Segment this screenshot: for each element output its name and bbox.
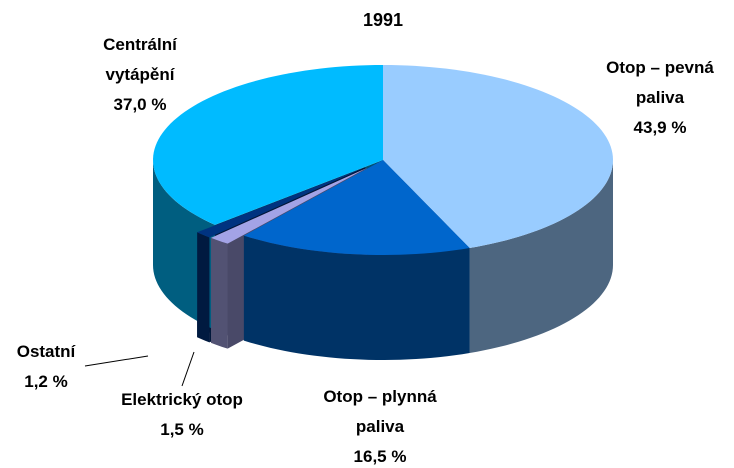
slice-wall (243, 235, 470, 360)
slice-label: Otop – pevná paliva 43,9 % (590, 53, 730, 143)
leader-line (181, 351, 195, 387)
leader-line (84, 355, 149, 367)
category-label: Ostatní (16, 342, 76, 361)
slice-label: Elektrický otop 1,5 % (82, 385, 282, 445)
slice (383, 65, 613, 249)
value-label: 1,2 % (24, 372, 68, 391)
slice (197, 167, 366, 238)
category-label: Otop – plynná paliva (323, 387, 437, 436)
chart-title: 1991 (362, 10, 404, 30)
slice-wall (469, 160, 613, 354)
slice (211, 168, 367, 244)
category-label: Elektrický otop (121, 390, 243, 409)
pie (153, 65, 613, 360)
value-label: 37,0 % (113, 95, 167, 114)
value-label: 16,5 % (353, 447, 407, 466)
category-label: Centrální vytápění (103, 35, 177, 84)
value-label: 1,5 % (160, 420, 204, 439)
slice-label: Ostatní 1,2 % (0, 337, 96, 397)
value-label: 43,9 % (633, 118, 687, 137)
slice-wall (211, 237, 228, 349)
category-label: Otop – pevná paliva (606, 58, 714, 107)
slice (243, 160, 470, 255)
slice-wall (197, 232, 210, 343)
slice-label: Otop – plynná paliva 16,5 % (305, 382, 455, 468)
slice (153, 65, 383, 225)
slice-label: Centrální vytápění 37,0 % (85, 30, 195, 120)
